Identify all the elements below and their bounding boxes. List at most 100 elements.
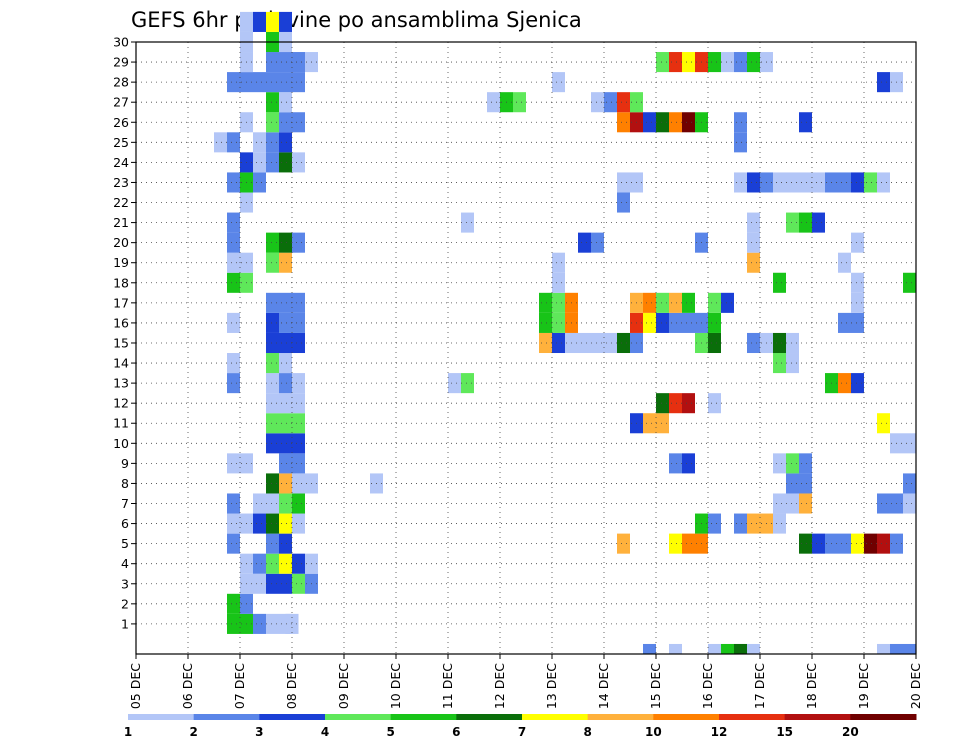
heatmap-cell <box>838 533 851 554</box>
heatmap-cell <box>669 533 682 554</box>
heatmap-cell <box>604 92 617 113</box>
heatmap-cell <box>773 513 786 534</box>
y-tick-label: 26 <box>113 115 129 130</box>
heatmap-cell <box>708 312 721 333</box>
heatmap-cell <box>266 513 279 534</box>
heatmap-cell <box>708 393 721 414</box>
plot-frame <box>135 41 917 655</box>
heatmap-cell <box>617 92 630 113</box>
heatmap-cell <box>292 112 305 133</box>
colorbar-label: 4 <box>321 725 329 739</box>
heatmap-cell <box>643 312 656 333</box>
heatmap-cell <box>708 292 721 313</box>
heatmap-cell <box>786 493 799 514</box>
heatmap-cell <box>799 172 812 193</box>
heatmap-cell <box>227 493 240 514</box>
x-tick-label: 05 DEC <box>128 663 143 709</box>
heatmap-cell <box>279 112 292 133</box>
heatmap-cell <box>253 553 266 574</box>
heatmap-cell <box>851 232 864 253</box>
x-tick-label: 06 DEC <box>180 663 195 709</box>
heatmap-cell <box>851 172 864 193</box>
heatmap-cell <box>266 52 279 73</box>
heatmap-cell <box>279 252 292 273</box>
y-tick-label: 21 <box>113 215 129 230</box>
heatmap-cell <box>773 272 786 293</box>
heatmap-cell <box>266 152 279 173</box>
heatmap-cell <box>292 152 305 173</box>
colorbar-label: 1 <box>124 725 132 739</box>
heatmap-cell <box>799 493 812 514</box>
heatmap-cell <box>669 112 682 133</box>
heatmap-cell <box>591 232 604 253</box>
heatmap-cell <box>253 72 266 93</box>
heatmap-cell <box>838 312 851 333</box>
heatmap-cell <box>266 553 279 574</box>
heatmap-cell <box>266 353 279 374</box>
heatmap-cell <box>617 172 630 193</box>
heatmap-cell <box>812 172 825 193</box>
heatmap-cell <box>266 92 279 113</box>
heatmap-cell <box>617 192 630 213</box>
heatmap-cell <box>227 252 240 273</box>
y-tick-label: 5 <box>121 536 129 551</box>
colorbar-label: 20 <box>842 725 859 739</box>
heatmap-cell <box>747 332 760 354</box>
heatmap-cell <box>253 132 266 153</box>
heatmap-cell <box>279 353 292 374</box>
colorbar-label: 12 <box>711 725 728 739</box>
heatmap-cell <box>669 643 682 654</box>
y-tick-label: 27 <box>113 95 129 110</box>
x-tick-label: 17 DEC <box>752 663 767 709</box>
heatmap-cell <box>669 312 682 333</box>
x-tick-label: 19 DEC <box>856 663 871 709</box>
heatmap-cell <box>682 453 695 474</box>
heatmap-cell <box>253 613 266 634</box>
heatmap-cell <box>539 292 552 313</box>
heatmap-cell <box>773 493 786 514</box>
y-tick-label: 20 <box>113 235 129 250</box>
heatmap-cell <box>292 413 305 434</box>
heatmap-cell <box>279 232 292 253</box>
heatmap-cell <box>292 393 305 414</box>
heatmap-cell <box>292 373 305 394</box>
heatmap-cell <box>786 473 799 494</box>
heatmap-cell <box>292 433 305 454</box>
colorbar-label: 7 <box>518 725 526 739</box>
heatmap-cell <box>877 413 890 434</box>
heatmap-cell <box>747 513 760 534</box>
x-tick-label: 16 DEC <box>700 663 715 709</box>
heatmap-cell <box>266 533 279 554</box>
heatmap-cell <box>552 332 565 354</box>
y-tick-label: 12 <box>113 396 129 411</box>
heatmap-cell <box>773 332 786 354</box>
colorbar-segment <box>128 714 195 720</box>
colorbar-segment <box>850 714 917 720</box>
heatmap-cell <box>292 473 305 494</box>
heatmap-cell <box>227 453 240 474</box>
heatmap-cell <box>890 643 903 654</box>
heatmap-cell <box>227 72 240 93</box>
heatmap-cell <box>799 473 812 494</box>
colorbar-label: 2 <box>189 725 197 739</box>
y-tick-label: 15 <box>113 335 129 350</box>
heatmap-cell <box>643 643 656 654</box>
heatmap-cell <box>903 433 916 454</box>
heatmap-cell <box>266 433 279 454</box>
heatmap-cell <box>656 312 669 333</box>
heatmap-cell <box>292 493 305 514</box>
y-tick-label: 7 <box>121 496 129 511</box>
heatmap-cell <box>682 292 695 313</box>
heatmap-cell <box>799 453 812 474</box>
colorbar-label: 8 <box>583 725 591 739</box>
heatmap-cell <box>773 172 786 193</box>
heatmap-cell <box>292 72 305 93</box>
heatmap-cell <box>240 11 253 32</box>
heatmap-cell <box>279 513 292 534</box>
heatmap-cell <box>292 553 305 574</box>
heatmap-cell <box>253 172 266 193</box>
heatmap-cell <box>461 373 474 394</box>
heatmap-cell <box>279 52 292 73</box>
y-tick-label: 23 <box>113 175 129 190</box>
heatmap-cell <box>279 152 292 173</box>
